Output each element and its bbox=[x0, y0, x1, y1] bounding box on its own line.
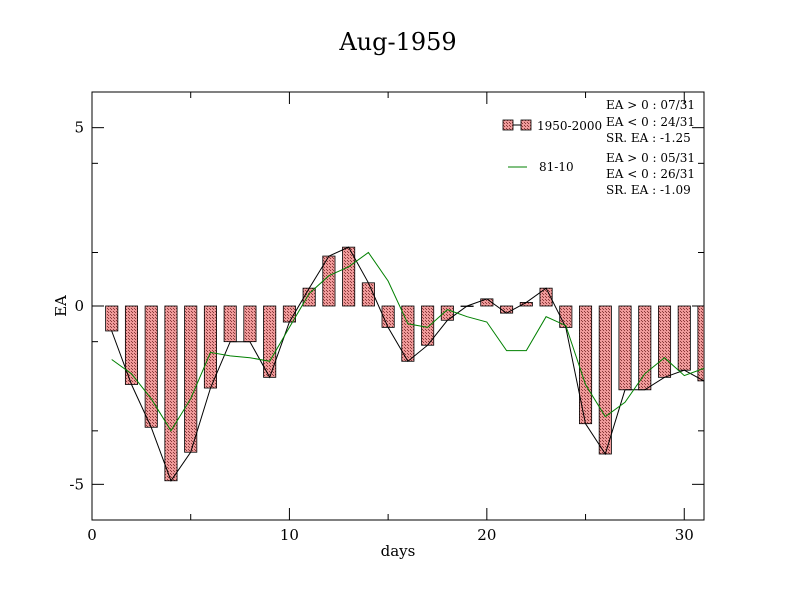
bar-1950-2000-day-3 bbox=[144, 305, 158, 428]
legend-item-81-10: 81-10 bbox=[508, 160, 574, 174]
legend-swatch-bar-left bbox=[502, 119, 514, 131]
bar-1950-2000-day-6 bbox=[203, 305, 217, 389]
bar-1950-2000-day-29 bbox=[657, 305, 672, 378]
y-tick-label: 5 bbox=[74, 119, 84, 137]
x-tick-label: 0 bbox=[87, 526, 97, 544]
line-81-10 bbox=[111, 251, 705, 432]
bar-1950-2000-day-27 bbox=[618, 305, 632, 391]
bar-1950-2000-day-5 bbox=[184, 305, 198, 453]
x-axis-label: days bbox=[381, 542, 416, 560]
stats-1950-2000-line-2: EA < 0 : 24/31 bbox=[606, 115, 695, 129]
chart-title: Aug-1959 bbox=[338, 28, 456, 56]
stats-81-10-line-2: EA < 0 : 26/31 bbox=[606, 167, 695, 181]
legend-label-81-10: 81-10 bbox=[539, 160, 574, 174]
bar-1950-2000-day-26 bbox=[598, 305, 612, 455]
bar-1950-2000-day-4 bbox=[164, 305, 178, 482]
x-tick-label: 30 bbox=[675, 526, 694, 544]
stats-1950-2000-line-1: EA > 0 : 07/31 bbox=[606, 98, 695, 112]
bar-1950-2000-day-7 bbox=[223, 305, 237, 343]
legend-label-1950-2000: 1950-2000 bbox=[537, 119, 602, 133]
bar-1950-2000-day-11 bbox=[302, 287, 316, 307]
x-tick-label: 20 bbox=[477, 526, 496, 544]
legend-item-1950-2000: 1950-2000 bbox=[502, 119, 602, 133]
legend-swatch-bar-right bbox=[520, 119, 532, 131]
legend: 1950-2000 81-10 EA > 0 : 07/31 EA < 0 : … bbox=[502, 98, 695, 197]
line-1950-2000 bbox=[111, 246, 705, 482]
bar-1950-2000-day-25 bbox=[579, 305, 593, 425]
y-axis-label: EA bbox=[52, 295, 70, 317]
stats-81-10-line-3: SR. EA : -1.09 bbox=[606, 183, 691, 197]
y-tick-label: 0 bbox=[74, 297, 84, 315]
stats-1950-2000-line-3: SR. EA : -1.25 bbox=[606, 131, 691, 145]
x-tick-label: 10 bbox=[280, 526, 299, 544]
bar-1950-2000-day-30 bbox=[677, 305, 691, 371]
bar-1950-2000-day-28 bbox=[638, 305, 652, 391]
stats-81-10-line-1: EA > 0 : 05/31 bbox=[606, 151, 695, 165]
bar-1950-2000-day-8 bbox=[243, 305, 257, 343]
bar-1950-2000-day-31 bbox=[697, 305, 705, 382]
bar-1950-2000-day-14 bbox=[361, 282, 375, 307]
bar-1950-2000-day-1 bbox=[105, 305, 119, 332]
y-tick-label: -5 bbox=[69, 475, 84, 493]
